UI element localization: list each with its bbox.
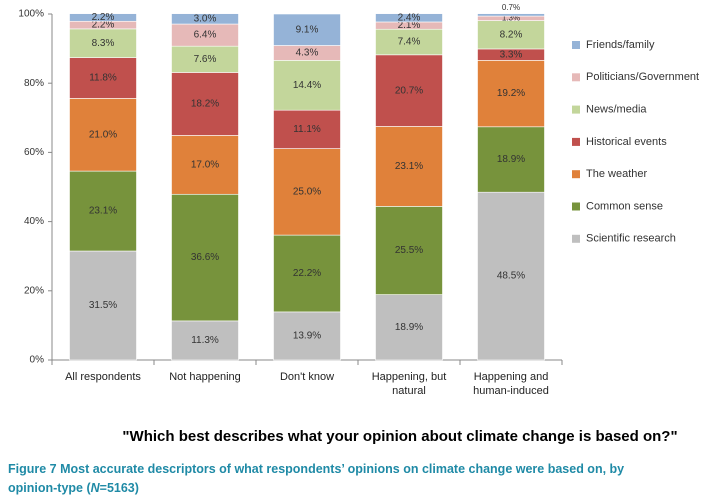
legend-label: The weather — [586, 168, 647, 180]
bar-segment — [171, 320, 239, 361]
value-label: 9.1% — [296, 24, 319, 35]
legend-label: Politicians/Government — [586, 71, 699, 83]
legend-label: Scientific research — [586, 233, 676, 245]
value-label: 1.3% — [502, 13, 520, 22]
value-label: 11.8% — [89, 73, 117, 84]
bar-segment — [477, 126, 545, 193]
bar-segment — [375, 206, 443, 295]
caption-italic: N — [90, 481, 100, 495]
x-tick-label: Happening and human-induced — [473, 371, 549, 397]
value-label: 25.0% — [293, 186, 321, 197]
legend-swatch — [572, 202, 580, 211]
bar-segment — [375, 294, 443, 361]
value-label: 31.5% — [89, 300, 117, 311]
x-tick-label: Don't know — [279, 371, 335, 383]
value-label: 7.6% — [194, 54, 217, 65]
bar-segment — [69, 13, 137, 22]
x-tick-label: Happening, but natural — [371, 371, 447, 397]
value-label: 23.1% — [395, 161, 423, 172]
value-label: 22.2% — [293, 268, 321, 279]
bar-segment — [375, 54, 443, 127]
value-label: 11.1% — [293, 124, 321, 135]
chart-subtitle: "Which best describes what your opinion … — [122, 428, 678, 445]
value-label: 36.6% — [191, 252, 219, 263]
y-tick-label: 100% — [18, 9, 44, 20]
caption-text: Figure 7 Most accurate descriptors of wh… — [8, 462, 625, 495]
value-label: 3.0% — [194, 13, 217, 24]
figure-caption: Figure 7 Most accurate descriptors of wh… — [8, 460, 628, 498]
value-label: 20.7% — [395, 85, 423, 96]
bar-segment — [273, 311, 341, 361]
bar-segment — [273, 234, 341, 313]
value-label: 7.4% — [398, 37, 421, 48]
value-label: 6.4% — [194, 30, 217, 41]
bar-segment — [375, 126, 443, 207]
value-label: 18.2% — [191, 99, 219, 110]
y-tick-label: 80% — [24, 78, 44, 89]
y-tick-label: 20% — [24, 285, 44, 296]
bar-segment — [69, 170, 137, 252]
bar-segment — [69, 250, 137, 361]
legend-label: Friends/family — [586, 39, 655, 51]
value-label: 2.2% — [92, 20, 115, 31]
x-tick-label: Not happening — [169, 371, 241, 383]
legend-swatch — [572, 105, 580, 114]
bar-segment — [273, 109, 341, 149]
legend-swatch — [572, 41, 580, 49]
bar-segment — [69, 57, 137, 99]
value-label: 11.3% — [191, 335, 219, 346]
value-label: 2.1% — [398, 20, 421, 31]
bar-segment — [171, 135, 239, 195]
chart: 0% 20% 40% 60% 80% 100% 31.5% 23.1% 21.0% 11.8% 8.… — [18, 3, 699, 366]
bar-segment — [273, 13, 341, 46]
value-label: 0.7% — [502, 3, 520, 12]
value-label: 8.2% — [500, 29, 523, 40]
bar-segment — [273, 60, 341, 111]
value-label: 48.5% — [497, 271, 525, 282]
value-label: 18.9% — [497, 154, 525, 165]
bar-segment — [477, 191, 545, 361]
legend-label: Common sense — [586, 200, 663, 212]
value-label: 4.3% — [296, 48, 319, 59]
bar-segment — [171, 13, 239, 25]
bar-segment — [69, 98, 137, 172]
caption-suffix: =5163) — [99, 481, 139, 495]
y-tick-label: 0% — [30, 355, 45, 366]
value-label: 17.0% — [191, 159, 219, 170]
bar-segment — [477, 13, 545, 17]
value-label: 19.2% — [497, 88, 525, 99]
value-label: 3.3% — [500, 49, 523, 60]
bar-segment — [171, 193, 239, 322]
legend-swatch — [572, 170, 580, 179]
legend-swatch — [572, 137, 580, 146]
bar-segment — [273, 148, 341, 236]
y-tick-label: 40% — [24, 216, 44, 227]
value-label: 18.9% — [395, 322, 423, 333]
bar-segment — [375, 28, 443, 56]
value-label: 8.3% — [92, 38, 115, 49]
value-label: 23.1% — [89, 206, 117, 217]
value-label: 14.4% — [293, 80, 321, 91]
legend-swatch — [572, 234, 580, 243]
legend-label: News/media — [586, 104, 647, 116]
value-label: 2.2% — [92, 12, 115, 23]
value-label: 2.4% — [398, 12, 421, 23]
bar-segment — [171, 45, 239, 73]
x-tick-label: All respondents — [65, 371, 141, 383]
bar-segment — [375, 13, 443, 23]
legend-swatch — [572, 73, 580, 82]
y-tick-label: 60% — [24, 147, 44, 158]
legend-label: Historical events — [586, 136, 667, 148]
value-label: 13.9% — [293, 331, 321, 342]
value-label: 21.0% — [89, 129, 117, 140]
bar-segment — [69, 28, 137, 58]
value-label: 25.5% — [395, 245, 423, 256]
